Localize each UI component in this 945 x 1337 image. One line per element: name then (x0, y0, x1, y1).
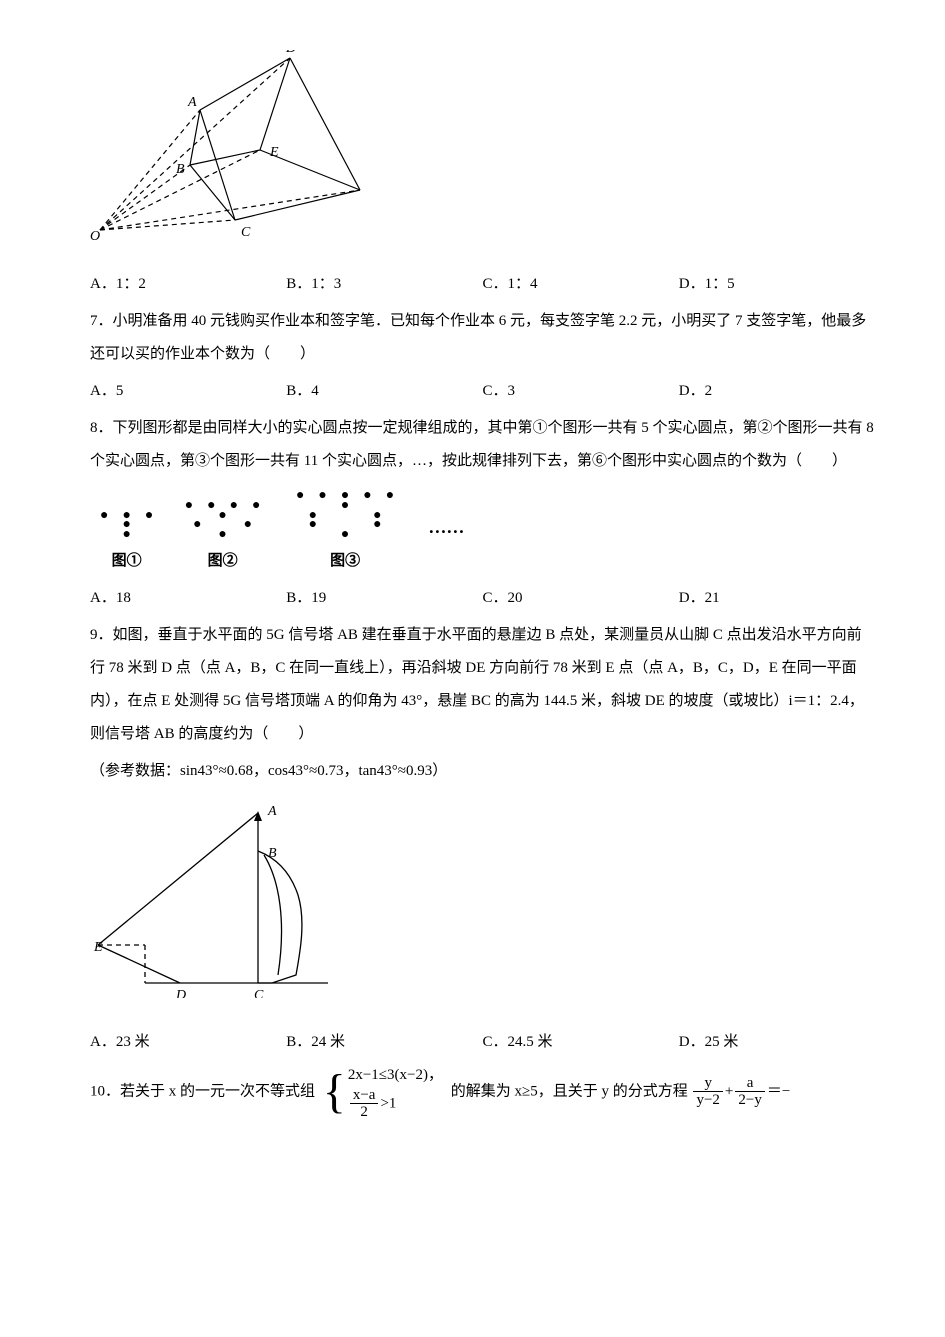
svg-text:C: C (254, 988, 264, 998)
q7-text: 7．小明准备用 40 元钱购买作业本和签字笔．已知每个作业本 6 元，每支签字笔… (90, 305, 875, 371)
q10-plus: + (725, 1083, 733, 1099)
q10-frac1-den: y−2 (693, 1092, 722, 1109)
q10-sys-frac: x−a 2 (350, 1087, 379, 1121)
q8-ellipsis: …… (428, 508, 464, 578)
q10-sys-line1: 2x−1≤3(x−2)， (348, 1067, 443, 1083)
svg-text:E: E (93, 940, 103, 955)
q8-options: A．18 B．19 C．20 D．21 (90, 582, 875, 615)
svg-text:B: B (176, 162, 185, 177)
q9-options: A．23 米 B．24 米 C．24.5 米 D．25 米 (90, 1026, 875, 1059)
q6-option-a: A．1：2 (90, 268, 286, 301)
q9-option-c: C．24.5 米 (483, 1026, 679, 1059)
q10-system: { 2x−1≤3(x−2)， x−a 2 >1 (323, 1063, 443, 1121)
q9-option-b: B．24 米 (286, 1026, 482, 1059)
q7-options: A．5 B．4 C．3 D．2 (90, 375, 875, 408)
q8-subfig: ● ● ● ●● ● ● ● 图② (183, 500, 261, 578)
q8-figure: ● ● ●● ● 图① ● ● ● ●● ● ● ● 图② ● ● ● ● ●● ●… (100, 490, 875, 578)
q8-option-c: C．20 (483, 582, 679, 615)
q10-frac2-den: 2−y (735, 1092, 764, 1109)
q10-sys-num: x−a (350, 1087, 379, 1105)
q7-option-d: D．2 (679, 375, 875, 408)
q7-option-b: B．4 (286, 375, 482, 408)
q8-option-a: A．18 (90, 582, 286, 615)
svg-text:D: D (175, 988, 186, 998)
q7-option-a: A．5 (90, 375, 286, 408)
svg-text:D: D (285, 50, 296, 56)
svg-text:C: C (241, 225, 251, 240)
q10-prefix: 10．若关于 x 的一元一次不等式组 (90, 1083, 315, 1099)
q10-frac1-num: y (693, 1075, 722, 1093)
svg-text:F: F (369, 187, 370, 202)
q8-text: 8．下列图形都是由同样大小的实心圆点按一定规律组成的，其中第①个图形一共有 5 … (90, 412, 875, 478)
q8-option-b: B．19 (286, 582, 482, 615)
q10-sys-den: 2 (350, 1104, 379, 1121)
svg-text:A: A (267, 804, 277, 819)
q10-mid: 的解集为 x≥5，且关于 y 的分式方程 (451, 1083, 688, 1099)
q10-sys-rel: >1 (380, 1095, 396, 1111)
q6-option-d: D．1：5 (679, 268, 875, 301)
q8-option-d: D．21 (679, 582, 875, 615)
q9-figure: A B E D C (90, 798, 875, 1011)
q10-text: 10．若关于 x 的一元一次不等式组 { 2x−1≤3(x−2)， x−a 2 … (90, 1063, 875, 1121)
svg-text:E: E (269, 145, 279, 160)
q7-option-c: C．3 (483, 375, 679, 408)
q9-text-1: 9．如图，垂直于水平面的 5G 信号塔 AB 建在垂直于水平面的悬崖边 B 点处… (90, 619, 875, 751)
q9-text-2: （参考数据：sin43°≈0.68，cos43°≈0.73，tan43°≈0.9… (90, 755, 875, 788)
q8-subfig: ● ● ●● ● 图① (100, 510, 153, 578)
q6-figure: O A B C D E F (90, 50, 875, 253)
q10-tail: ＝− (767, 1083, 790, 1099)
q6-option-c: C．1：4 (483, 268, 679, 301)
brace-icon: { (323, 1070, 346, 1113)
q6-option-b: B．1：3 (286, 268, 482, 301)
q9-option-a: A．23 米 (90, 1026, 286, 1059)
svg-text:A: A (187, 95, 197, 110)
q6-options: A．1：2 B．1：3 C．1：4 D．1：5 (90, 268, 875, 301)
svg-text:O: O (90, 229, 100, 240)
q10-frac2-num: a (735, 1075, 764, 1093)
svg-text:B: B (268, 846, 277, 861)
q10-frac2: a 2−y (735, 1075, 764, 1109)
q9-option-d: D．25 米 (679, 1026, 875, 1059)
q8-subfig: ● ● ● ● ●● ● ● ● ● ● 图③ (292, 490, 398, 578)
q10-frac1: y y−2 (693, 1075, 722, 1109)
